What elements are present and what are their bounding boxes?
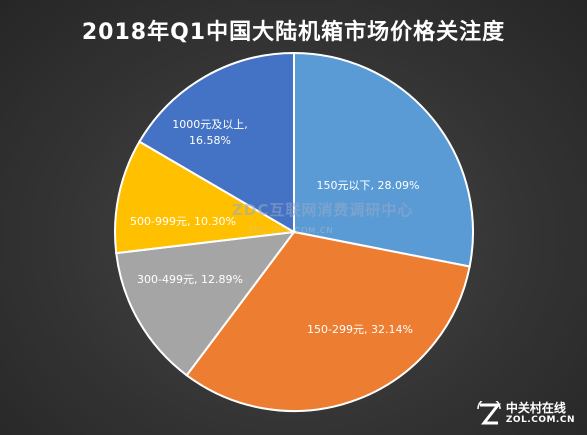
- slice-label-4: 1000元及以上, 16.58%: [172, 118, 248, 147]
- chart-title: 2018年Q1中国大陆机箱市场价格关注度: [81, 20, 506, 45]
- slice-label-2: 300-499元, 12.89%: [137, 273, 243, 286]
- pie-slice-1: [185, 230, 471, 412]
- logo-en-text: ZOL.COM.CN: [505, 414, 575, 425]
- pie-slice-4: [138, 51, 295, 234]
- watermark-main: ZDC互联网消费调研中心: [232, 201, 413, 219]
- zol-logo: 中关村在线 ZOL.COM.CN: [476, 397, 575, 427]
- watermark-sub: ZDC.ZOL.COM.CN: [248, 226, 333, 235]
- slice-label-3: 500-999元, 10.30%: [130, 215, 236, 228]
- pie-slice-2: [115, 230, 297, 377]
- pie-slice-0: [293, 51, 474, 268]
- slice-label-1: 150-299元, 32.14%: [307, 323, 413, 336]
- slice-label-0: 150元以下, 28.09%: [317, 179, 420, 192]
- pie-slice-3: [114, 140, 298, 255]
- logo-cn-text: 中关村在线: [505, 401, 566, 416]
- watermark: ZDC互联网消费调研中心 ZDC.ZOL.COM.CN: [232, 201, 413, 235]
- zol-logo-icon: [476, 397, 502, 427]
